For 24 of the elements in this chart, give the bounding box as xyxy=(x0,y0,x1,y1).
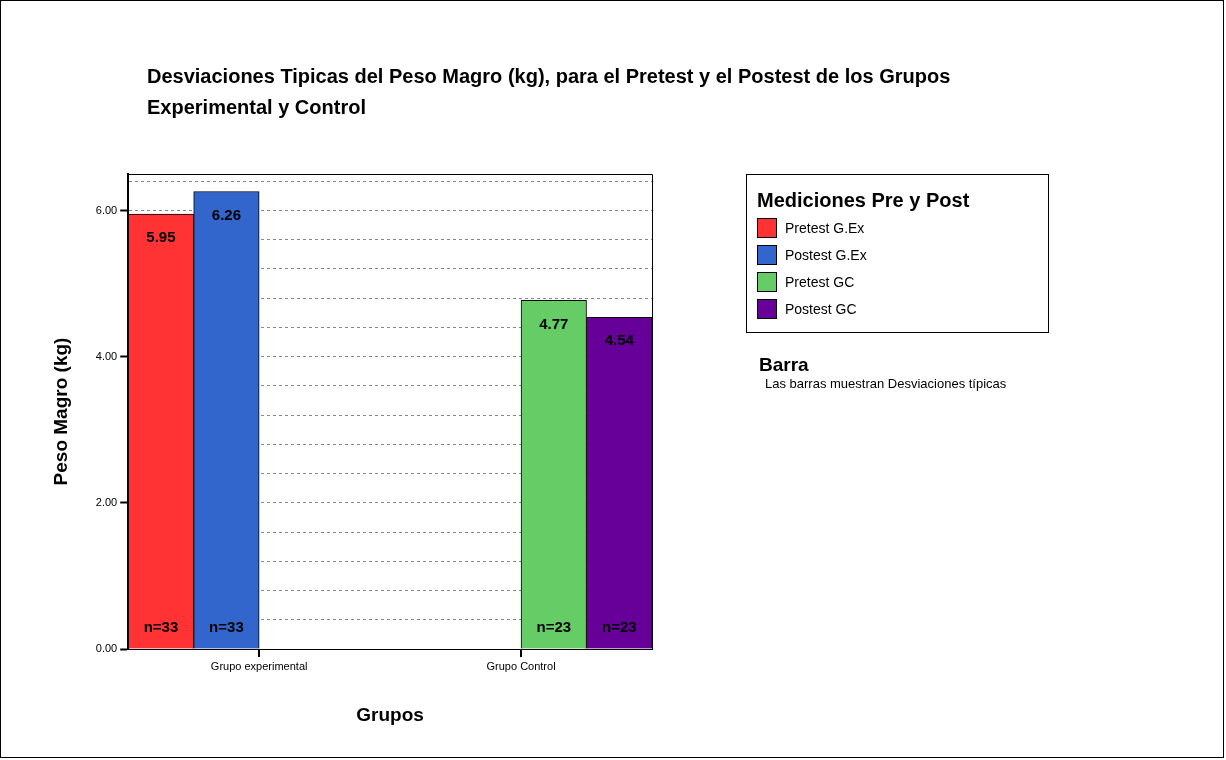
y-axis-title: Peso Magro (kg) xyxy=(49,337,71,486)
y-tick-label: 6.00 xyxy=(95,203,118,216)
data-label: 4.77 xyxy=(539,314,569,332)
annotation: n=33 xyxy=(209,618,244,636)
annotation: n=33 xyxy=(143,618,179,636)
legend-label: Postest G.Ex xyxy=(785,246,867,263)
chart-title: Desviaciones Tipicas del Peso Magro (kg), para el Pretest y el Postest de los Grupos Experimental y Control xyxy=(147,64,952,120)
annotation: n=23 xyxy=(601,618,637,636)
y-tick-label: 2.00 xyxy=(95,495,118,508)
x-axis-title: Grupos xyxy=(356,703,424,725)
x-tick-label: Grupo experimental xyxy=(210,659,308,672)
text: Las barras muestran Desviaciones típicas xyxy=(765,376,1007,391)
annotation: n=23 xyxy=(536,618,572,636)
legend-label: Pretest G.Ex xyxy=(785,219,865,236)
data-label: 4.54 xyxy=(604,331,635,349)
text: Barra xyxy=(759,354,810,376)
legend-label: Pretest GC xyxy=(785,273,855,290)
x-tick-label: Grupo Control xyxy=(486,659,556,672)
y-tick-label: 4.00 xyxy=(95,349,118,362)
legend-title: Mediciones Pre y Post xyxy=(757,189,971,212)
data-label: 5.95 xyxy=(146,228,176,246)
y-tick-label: 0.00 xyxy=(95,642,118,655)
data-label: 6.26 xyxy=(211,205,242,223)
legend-label: Postest GC xyxy=(785,300,857,317)
